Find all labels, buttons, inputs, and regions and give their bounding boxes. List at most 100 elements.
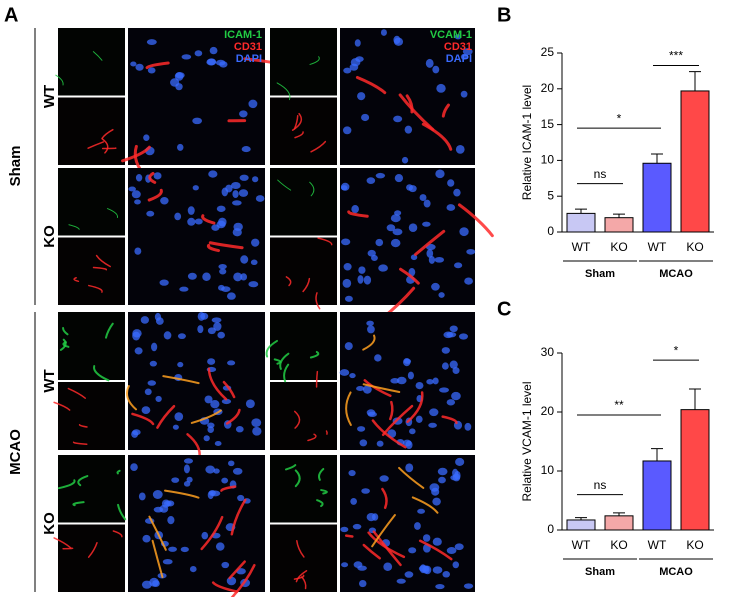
vessel (62, 326, 69, 336)
nucleus (431, 487, 440, 496)
nucleus (181, 54, 192, 60)
nucleus (141, 406, 151, 415)
nucleus (459, 227, 469, 237)
vessel (371, 514, 396, 548)
vessel (207, 367, 228, 401)
vessel (399, 267, 420, 285)
bar (680, 90, 710, 233)
nucleus (415, 415, 423, 423)
vessel (347, 210, 369, 218)
image-green (270, 168, 337, 236)
nucleus (233, 272, 243, 282)
nucleus (155, 317, 164, 325)
vessel (230, 563, 256, 597)
nucleus (422, 534, 431, 542)
nucleus (161, 499, 171, 508)
nucleus (414, 522, 421, 530)
nucleus (435, 169, 445, 179)
nucleus (245, 399, 255, 409)
nucleus (221, 187, 229, 197)
nucleus (446, 547, 457, 555)
y-tick-label: 20 (541, 404, 555, 418)
y-tick-label: 0 (547, 522, 554, 536)
nucleus (402, 439, 412, 447)
nucleus (358, 266, 366, 274)
nucleus (189, 566, 197, 573)
nucleus (252, 426, 262, 436)
nucleus (432, 65, 440, 74)
nucleus (167, 516, 175, 525)
nucleus (140, 316, 150, 324)
significance-label: ns (594, 167, 607, 181)
image-green (270, 312, 337, 380)
vessel (225, 408, 241, 425)
vessel (55, 74, 64, 86)
vessel (59, 338, 67, 351)
nucleus (432, 537, 442, 546)
image-red (58, 382, 125, 450)
nucleus (187, 217, 196, 226)
vessel (295, 569, 308, 583)
nucleus (453, 188, 461, 197)
nucleus (216, 205, 226, 212)
vessel (406, 391, 424, 424)
vessel (441, 103, 450, 118)
genotype-label: KO (41, 512, 58, 535)
image-green (58, 312, 125, 380)
nucleus (435, 583, 445, 590)
group-label: Sham (585, 268, 615, 280)
y-tick-label: 0 (547, 224, 554, 238)
nucleus (455, 144, 465, 154)
nucleus (248, 99, 258, 109)
nucleus (466, 248, 476, 255)
nucleus (460, 90, 468, 98)
nucleus (462, 48, 473, 56)
stain-label: CD31 (444, 41, 472, 53)
nucleus (371, 513, 379, 521)
nucleus (232, 190, 239, 199)
nucleus (423, 199, 431, 208)
nucleus (436, 83, 446, 93)
nucleus (160, 197, 169, 205)
x-tick-label: KO (686, 538, 703, 552)
vessel (363, 379, 392, 397)
image-green (58, 168, 125, 236)
stain-label: ICAM-1 (224, 29, 262, 41)
nucleus (239, 174, 249, 181)
nucleus (152, 490, 163, 499)
nucleus (218, 263, 227, 270)
bar (566, 212, 596, 233)
vessel (362, 334, 376, 351)
vessel (367, 531, 406, 559)
group-label: Sham (7, 146, 24, 187)
nucleus (172, 424, 179, 430)
nucleus (386, 224, 396, 232)
vessel (316, 499, 324, 508)
nucleus (357, 565, 367, 571)
vessel (148, 171, 157, 184)
nucleus (343, 67, 352, 74)
nucleus (211, 317, 222, 323)
vessel (294, 131, 304, 139)
nucleus (232, 228, 242, 237)
nucleus (393, 35, 401, 45)
y-axis-label: Relative ICAM-1 level (520, 85, 534, 200)
nucleus (404, 571, 414, 578)
nucleus (237, 494, 245, 502)
nucleus (217, 331, 225, 339)
vessel (93, 365, 110, 382)
vessel (131, 412, 155, 426)
nucleus (409, 428, 416, 435)
nucleus (447, 179, 455, 187)
vessel (325, 430, 328, 435)
nucleus (131, 190, 141, 199)
vessel (72, 501, 85, 507)
nucleus (404, 125, 413, 134)
nucleus (221, 561, 230, 569)
image-green (58, 28, 125, 96)
vessel (151, 539, 164, 579)
vessel (208, 241, 244, 250)
nucleus (464, 277, 473, 285)
nucleus (248, 281, 259, 288)
vessel (87, 141, 105, 149)
